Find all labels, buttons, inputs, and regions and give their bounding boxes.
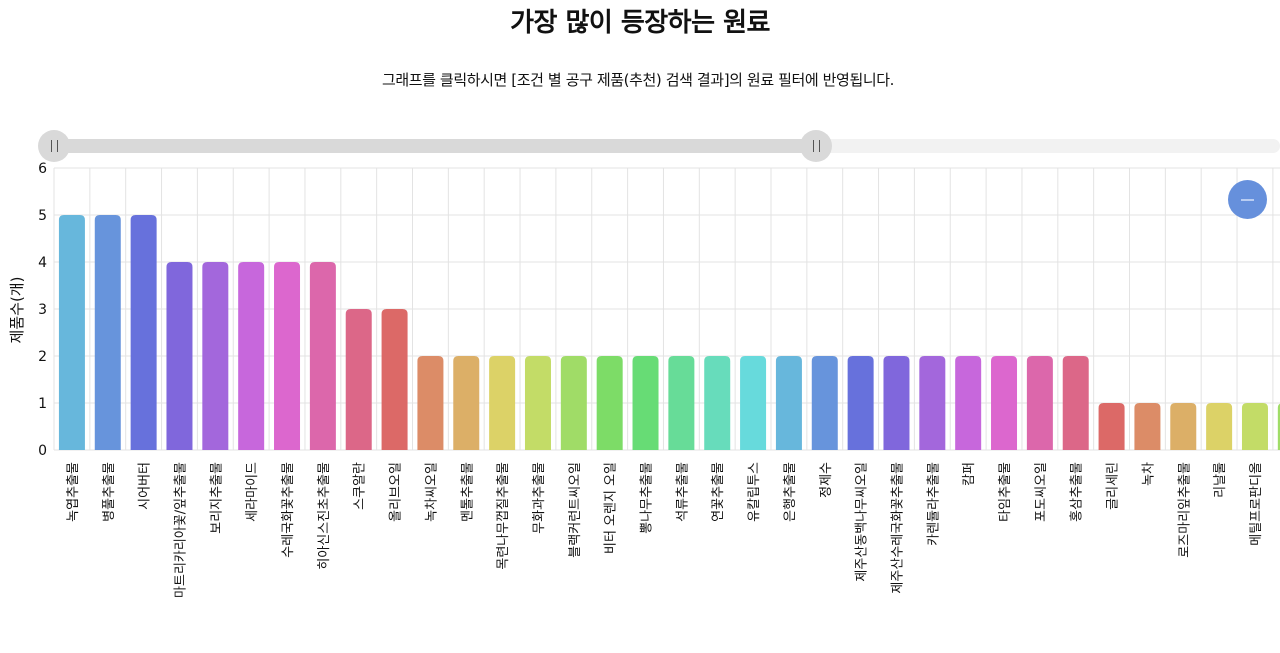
bar[interactable]: [1206, 403, 1233, 450]
chart-grid: [53, 167, 1280, 451]
slider-start-handle[interactable]: [38, 130, 70, 162]
x-tick-label: 올리브오일: [389, 462, 404, 522]
bar[interactable]: [381, 309, 408, 450]
minus-icon: [1241, 198, 1254, 201]
bar[interactable]: [668, 356, 695, 450]
y-tick-label: 3: [38, 302, 47, 318]
x-tick-label: 석류추출물: [675, 462, 690, 522]
y-tick-label: 6: [38, 161, 47, 177]
bar[interactable]: [274, 262, 301, 450]
y-tick-label: 4: [38, 255, 47, 271]
y-tick-label: 1: [38, 396, 47, 412]
x-tick-label: 홍삼추출물: [1070, 462, 1085, 522]
x-tick-label: 멘톨추출물: [460, 462, 475, 522]
x-tick-label: 세라마이드: [245, 462, 260, 522]
grip-icon: [812, 140, 820, 152]
bar[interactable]: [775, 356, 802, 450]
x-tick-label: 비터 오렌지 오일: [604, 462, 619, 554]
bar[interactable]: [94, 215, 121, 450]
x-tick-label: 스쿠알란: [353, 462, 368, 510]
bar[interactable]: [1277, 403, 1280, 450]
bar[interactable]: [883, 356, 910, 450]
bar[interactable]: [847, 356, 874, 450]
bar[interactable]: [489, 356, 516, 450]
bar[interactable]: [811, 356, 838, 450]
x-tick-label: 정제수: [819, 462, 834, 498]
x-tick-label: 히아신스진초추출물: [317, 462, 332, 570]
y-axis-label: 제품수(개): [8, 277, 26, 344]
bar[interactable]: [596, 356, 623, 450]
bar[interactable]: [704, 356, 731, 450]
x-tick-label: 카렌듈라추출물: [926, 462, 941, 546]
bar[interactable]: [1026, 356, 1053, 450]
y-tick-label: 5: [38, 208, 47, 224]
grip-icon: [50, 140, 58, 152]
bar[interactable]: [919, 356, 946, 450]
slider-selected-range[interactable]: [54, 139, 816, 153]
bar[interactable]: [166, 262, 193, 450]
x-tick-label: 마트리카리아꽃/잎추출물: [173, 462, 188, 598]
bar[interactable]: [453, 356, 480, 450]
bar[interactable]: [955, 356, 982, 450]
bar[interactable]: [740, 356, 767, 450]
slider-end-handle[interactable]: [800, 130, 832, 162]
x-tick-label: 연꽃추출물: [711, 462, 726, 522]
x-tick-label: 시어버터: [138, 462, 153, 510]
x-tick-label: 무화과추출물: [532, 462, 547, 534]
y-tick-label: 2: [38, 349, 47, 365]
x-tick-label: 리날룰: [1213, 462, 1228, 498]
x-tick-label: 목련나무껍질추출물: [496, 462, 511, 570]
bar-chart[interactable]: 0 1 2 3 4 5 6 제품수(개) 녹엽추출물 병풀추출물 시어버터 마트리카리아꽃/잎추출…: [0, 160, 1280, 653]
chart-bars: [58, 215, 1280, 450]
bar[interactable]: [130, 215, 157, 450]
x-tick-label: 녹차: [1141, 462, 1156, 486]
x-tick-label: 메틸프로판디올: [1249, 462, 1264, 546]
bar[interactable]: [1134, 403, 1161, 450]
y-tick-label: 0: [38, 443, 47, 459]
x-tick-label: 포도씨오일: [1034, 462, 1049, 522]
x-tick-label: 수레국화꽃추출물: [281, 462, 296, 558]
x-tick-label: 은행추출물: [782, 462, 798, 522]
x-tick-label: 보리지추출물: [209, 462, 224, 534]
x-tick-label: 블랙커런트씨오일: [568, 462, 583, 558]
bar[interactable]: [345, 309, 372, 450]
x-tick-label: 녹엽추출물: [66, 462, 81, 522]
x-tick-label: 유칼립투스: [747, 462, 762, 522]
bar[interactable]: [1241, 403, 1268, 450]
x-tick-label: 제주산수레국화꽃추출물: [890, 462, 905, 594]
x-tick-label: 캄퍼: [962, 462, 977, 486]
bar[interactable]: [58, 215, 85, 450]
bar[interactable]: [560, 356, 587, 450]
bar[interactable]: [238, 262, 265, 450]
x-tick-label: 뽕나무추출물: [640, 462, 655, 534]
x-tick-label: 글리세린: [1106, 462, 1121, 510]
bar[interactable]: [202, 262, 229, 450]
x-tick-label: 병풀추출물: [102, 462, 117, 522]
x-tick-label: 제주산동백나무씨오일: [855, 462, 870, 582]
bar[interactable]: [417, 356, 444, 450]
page-title: 가장 많이 등장하는 원료: [510, 8, 770, 38]
bar[interactable]: [524, 356, 551, 450]
x-axis-labels: 녹엽추출물 병풀추출물 시어버터 마트리카리아꽃/잎추출물 보리지추출물 세라마이드 수레국…: [66, 462, 1264, 598]
bar[interactable]: [632, 356, 659, 450]
range-slider[interactable]: [38, 130, 1280, 162]
bar[interactable]: [1062, 356, 1089, 450]
y-axis: 0 1 2 3 4 5 6: [38, 161, 47, 459]
zoom-out-button[interactable]: [1228, 180, 1267, 219]
bar[interactable]: [1170, 403, 1197, 450]
page-subtitle: 그래프를 클릭하시면 [조건 별 공구 제품(추천) 검색 결과]의 원료 필터…: [381, 71, 895, 89]
bar[interactable]: [991, 356, 1018, 450]
x-tick-label: 타임추출물: [998, 462, 1013, 522]
bar[interactable]: [309, 262, 336, 450]
bar[interactable]: [1098, 403, 1125, 450]
x-tick-label: 로즈마리잎추출물: [1177, 462, 1192, 558]
x-tick-label: 녹차씨오일: [424, 462, 439, 522]
